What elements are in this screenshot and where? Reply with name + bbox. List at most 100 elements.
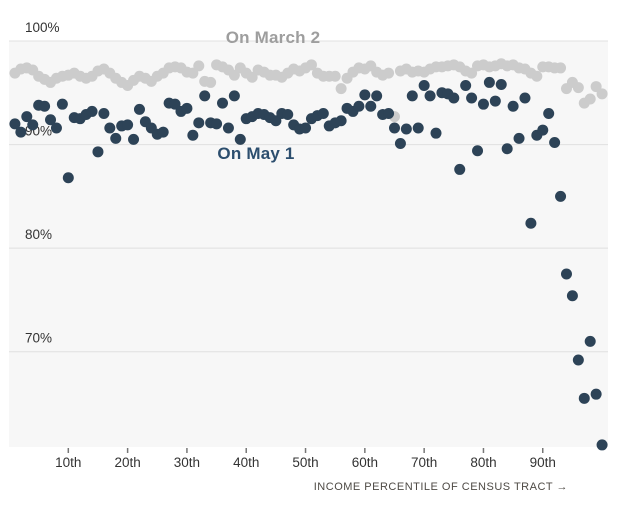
data-point-may — [507, 100, 519, 112]
data-point-may — [519, 92, 531, 104]
x-axis-title: INCOME PERCENTILE OF CENSUS TRACT → — [313, 481, 568, 493]
data-point-may — [454, 163, 466, 175]
data-point-may — [525, 217, 537, 229]
y-tick-label: 80% — [25, 227, 52, 242]
x-tick-label: 30th — [174, 455, 200, 470]
data-point-may — [472, 145, 484, 157]
data-point-may — [513, 132, 525, 144]
series-label-may-1: On May 1 — [217, 144, 295, 163]
data-point-may — [590, 388, 602, 400]
data-point-may — [460, 80, 472, 92]
data-point-may — [365, 100, 377, 112]
data-point-march — [531, 70, 543, 82]
data-point-may — [359, 89, 371, 101]
data-point-may — [406, 90, 418, 102]
data-point-may — [199, 90, 211, 102]
data-point-may — [187, 129, 199, 141]
plot-area — [9, 41, 608, 447]
data-point-may — [555, 190, 567, 202]
data-point-may — [495, 79, 507, 90]
data-point-may — [282, 109, 294, 121]
x-tick-label: 60th — [352, 455, 378, 470]
data-point-may — [596, 439, 608, 451]
data-point-may — [181, 102, 193, 114]
data-point-may — [217, 97, 229, 109]
data-point-may — [489, 95, 501, 107]
x-tick-label: 20th — [114, 455, 140, 470]
data-point-march — [335, 83, 347, 95]
data-point-march — [584, 93, 596, 105]
data-point-may — [62, 172, 74, 184]
data-point-may — [424, 90, 436, 102]
data-point-march — [187, 67, 199, 79]
data-point-may — [501, 143, 513, 155]
data-point-march — [329, 70, 341, 82]
data-point-may — [193, 117, 205, 129]
x-tick-label: 50th — [292, 455, 318, 470]
data-point-may — [211, 118, 223, 130]
data-point-may — [270, 115, 282, 127]
data-point-may — [98, 108, 110, 119]
data-point-march — [555, 62, 567, 74]
data-point-may — [27, 119, 39, 131]
x-tick-label: 90th — [530, 455, 556, 470]
data-point-may — [39, 100, 51, 112]
data-point-may — [430, 127, 442, 139]
data-point-may — [412, 122, 424, 134]
data-point-march — [246, 71, 258, 83]
data-point-may — [169, 98, 181, 110]
data-point-march — [466, 67, 478, 79]
data-point-may — [537, 124, 549, 136]
data-point-march — [572, 82, 584, 94]
data-point-may — [50, 122, 62, 134]
data-point-may — [543, 108, 555, 119]
data-point-may — [300, 122, 312, 134]
data-point-march — [383, 67, 395, 79]
data-point-may — [15, 126, 27, 138]
data-point-march — [193, 60, 205, 72]
data-point-march — [305, 59, 317, 71]
data-point-may — [9, 118, 21, 130]
data-point-may — [335, 115, 347, 127]
data-point-may — [560, 268, 572, 280]
data-point-may — [317, 108, 329, 119]
data-point-may — [418, 80, 430, 92]
data-point-may — [353, 100, 365, 112]
y-tick-label: 70% — [25, 331, 52, 346]
data-point-may — [122, 119, 134, 131]
data-point-may — [477, 98, 489, 110]
data-point-march — [228, 69, 240, 81]
data-point-may — [578, 392, 590, 404]
data-point-may — [110, 132, 122, 144]
data-point-may — [371, 90, 383, 102]
y-tick-label: 100% — [25, 20, 60, 35]
data-point-may — [104, 122, 116, 134]
x-tick-label: 70th — [411, 455, 437, 470]
data-point-march — [205, 76, 217, 88]
data-point-may — [92, 146, 104, 158]
data-point-may — [383, 108, 395, 119]
data-point-may — [128, 133, 140, 145]
data-point-may — [228, 90, 240, 102]
data-point-may — [45, 114, 57, 126]
data-point-may — [572, 354, 584, 366]
data-point-may — [86, 105, 98, 117]
x-tick-label: 40th — [233, 455, 259, 470]
data-point-may — [234, 133, 246, 145]
data-point-may — [133, 103, 145, 115]
x-tick-label: 10th — [55, 455, 81, 470]
x-tick-label: 80th — [470, 455, 496, 470]
data-point-may — [222, 122, 234, 134]
data-point-may — [157, 126, 169, 138]
data-point-may — [549, 137, 561, 148]
data-point-may — [566, 290, 578, 302]
data-point-may — [400, 123, 412, 135]
data-point-may — [448, 92, 460, 104]
data-point-may — [388, 122, 400, 134]
data-point-march — [590, 81, 602, 93]
series-label-march-2: On March 2 — [225, 28, 321, 47]
data-point-may — [483, 76, 495, 88]
data-point-may — [584, 335, 596, 347]
